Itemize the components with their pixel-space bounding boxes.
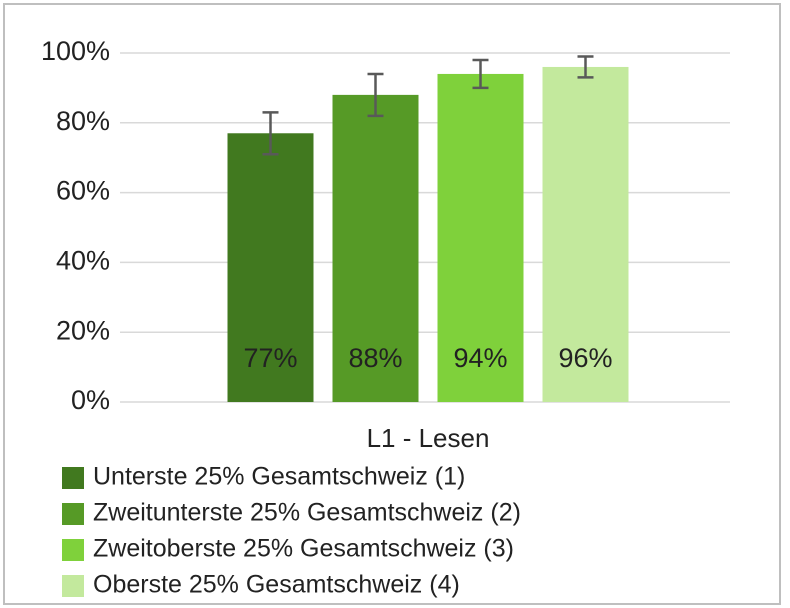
y-tick-label: 80% bbox=[56, 106, 110, 136]
legend-label: Zweitoberste 25% Gesamtschweiz (3) bbox=[93, 535, 514, 563]
data-label: 77% bbox=[243, 343, 297, 373]
bar bbox=[227, 133, 314, 402]
error-bar bbox=[367, 72, 384, 118]
error-bar bbox=[262, 111, 279, 156]
x-tick-label: L1 - Lesen bbox=[367, 423, 490, 453]
error-bar bbox=[577, 55, 594, 79]
legend-swatch bbox=[62, 467, 84, 489]
error-bar bbox=[472, 58, 489, 90]
legend-label: Oberste 25% Gesamtschweiz (4) bbox=[93, 571, 460, 599]
y-tick-label: 20% bbox=[56, 315, 110, 345]
y-tick-label: 0% bbox=[71, 385, 110, 415]
legend-label: Unterste 25% Gesamtschweiz (1) bbox=[93, 463, 465, 491]
legend-swatch bbox=[62, 503, 84, 525]
y-tick-label: 100% bbox=[41, 36, 110, 66]
y-tick-label: 40% bbox=[56, 246, 110, 276]
data-label: 94% bbox=[453, 343, 507, 373]
data-label: 96% bbox=[558, 343, 612, 373]
legend-swatch bbox=[62, 539, 84, 561]
legend-label: Zweitunterste 25% Gesamtschweiz (2) bbox=[93, 499, 521, 527]
legend-swatch bbox=[62, 575, 84, 597]
bar bbox=[542, 66, 629, 403]
y-tick-label: 60% bbox=[56, 176, 110, 206]
data-label: 88% bbox=[348, 343, 402, 373]
bar bbox=[332, 94, 419, 402]
bar bbox=[437, 73, 524, 402]
